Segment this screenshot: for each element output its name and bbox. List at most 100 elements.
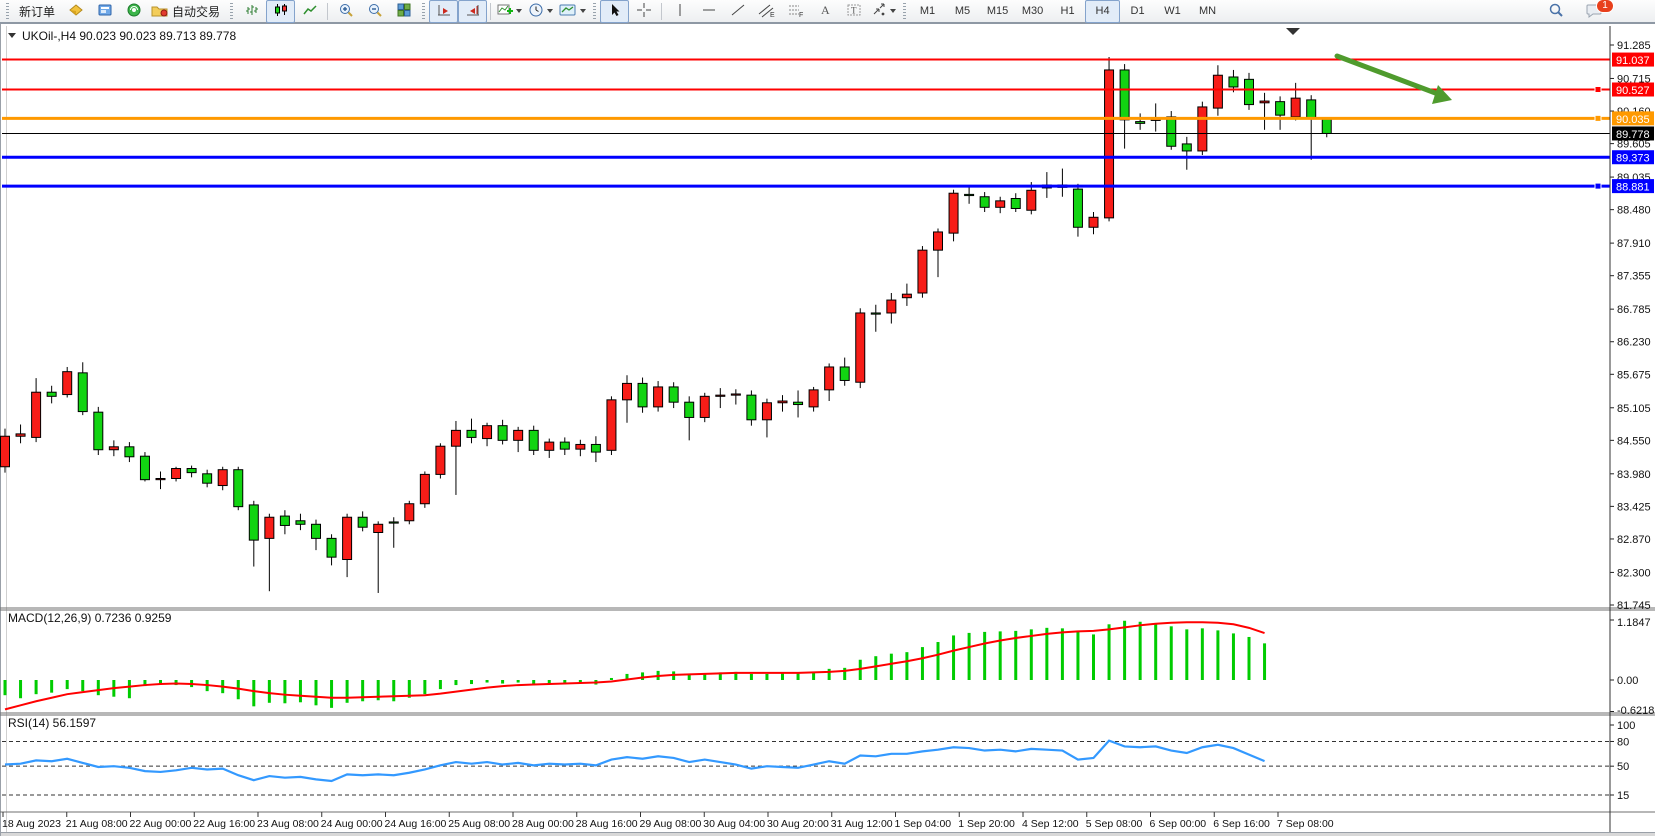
timeframe-button-h1[interactable]: H1: [1060, 5, 1075, 17]
hline-handle[interactable]: [1594, 85, 1602, 93]
market-watch-button[interactable]: [61, 0, 90, 23]
trendline-tool-button[interactable]: [723, 0, 752, 23]
macd-scale-label: -0.6218: [1617, 705, 1654, 717]
price-tick-label: 83.980: [1617, 469, 1651, 481]
periods-button[interactable]: [525, 0, 556, 23]
toolbar-right-group: 1: [1541, 0, 1614, 23]
macd-panel[interactable]: MACD(12,26,9) 0.7236 0.9259 1.1847 0.00 -0.…: [3, 611, 1655, 717]
timeframe-button-m30[interactable]: M30: [1021, 5, 1044, 17]
rsi-scale-label: 80: [1617, 736, 1629, 748]
hline-handle[interactable]: [1594, 114, 1602, 122]
signals-button[interactable]: [119, 0, 148, 23]
price-badge: 90.527: [1616, 85, 1650, 97]
chart-shift-button[interactable]: [458, 0, 488, 23]
equidistant-channel-tool-button[interactable]: E: [752, 0, 781, 23]
fibonacci-tool-button[interactable]: F: [781, 0, 810, 23]
auto-scroll-icon: [436, 2, 452, 21]
candlestick-chart-icon: [273, 2, 289, 21]
time-axis-label: 29 Aug 08:00: [640, 818, 702, 830]
horizontal-line-objects[interactable]: [2, 58, 1610, 190]
candlestick-chart-button[interactable]: [266, 0, 296, 23]
time-axis-label: 31 Aug 12:00: [831, 818, 893, 830]
zoom-out-icon: [367, 2, 383, 21]
arrows-tool-button[interactable]: [868, 0, 899, 23]
time-axis[interactable]: 18 Aug 2023 21 Aug 08:00 22 Aug 00:00 22 Au…: [2, 26, 1611, 832]
zoom-in-button[interactable]: [331, 0, 360, 23]
text-label-tool-button[interactable]: T: [839, 0, 868, 23]
cursor-button[interactable]: [600, 0, 630, 23]
price-tick-label: 89.605: [1617, 139, 1651, 151]
price-tick-label: 87.910: [1617, 238, 1651, 250]
auto-scroll-button[interactable]: [429, 0, 459, 23]
timeframe-group: M1 M5 M15 M30 H1 H4 D1 W1 MN: [910, 0, 1225, 23]
price-axis[interactable]: 91.28590.71590.16089.60589.03588.48087.9…: [1610, 40, 1651, 612]
toolbar-drag-handle[interactable]: [593, 3, 597, 19]
price-tick-label: 91.285: [1617, 40, 1651, 52]
signals-icon: [126, 2, 142, 21]
macd-scale-label: 1.1847: [1617, 617, 1651, 629]
horizontal-line-icon: [701, 2, 717, 21]
price-tick-label: 82.300: [1617, 567, 1651, 579]
templates-button[interactable]: [556, 0, 589, 23]
price-tick-label: 82.870: [1617, 534, 1651, 546]
zoom-out-button[interactable]: [360, 0, 389, 23]
time-axis-label: 28 Aug 16:00: [576, 818, 638, 830]
new-order-label: 新订单: [19, 4, 56, 19]
data-window-button[interactable]: [90, 0, 119, 23]
candlesticks[interactable]: [0, 57, 1332, 593]
toolbar-drag-handle[interactable]: [422, 3, 426, 19]
vertical-line-tool-button[interactable]: [665, 0, 694, 23]
price-tick-label: 81.745: [1617, 600, 1651, 612]
price-tick-label: 84.550: [1617, 435, 1651, 447]
timeframe-button-h4[interactable]: H4: [1085, 0, 1121, 23]
time-axis-label: 25 Aug 08:00: [448, 818, 510, 830]
timeframe-button-m1[interactable]: M1: [919, 5, 936, 17]
main-toolbar: 新订单 自动交易: [0, 0, 1655, 24]
rsi-panel[interactable]: RSI(14) 56.1597 100 80 50 15: [2, 716, 1635, 802]
market-watch-icon: [68, 2, 84, 21]
rsi-scale-label: 100: [1617, 720, 1635, 732]
hline-handle[interactable]: [1594, 182, 1602, 190]
time-axis-label: 1 Sep 04:00: [895, 818, 952, 830]
notification-count-badge: 1: [1596, 0, 1614, 13]
horizontal-line-tool-button[interactable]: [694, 0, 723, 23]
fibonacci-icon: F: [787, 2, 805, 21]
timeframe-button-mn[interactable]: MN: [1198, 5, 1217, 17]
price-tick-label: 87.355: [1617, 271, 1651, 283]
text-tool-icon: A: [817, 2, 833, 21]
chevron-down-icon: [547, 9, 554, 13]
toolbar-drag-handle[interactable]: [230, 3, 234, 19]
tile-windows-button[interactable]: [389, 0, 418, 23]
notifications-button[interactable]: 1: [1580, 0, 1614, 23]
rsi-scale-label: 50: [1617, 761, 1629, 773]
new-order-button[interactable]: 新订单: [13, 0, 61, 23]
search-button[interactable]: [1541, 0, 1570, 23]
timeframe-button-w1[interactable]: W1: [1164, 5, 1181, 17]
autotrading-button[interactable]: 自动交易: [148, 0, 226, 23]
line-chart-button[interactable]: [295, 0, 324, 23]
price-badge: 90.035: [1616, 114, 1650, 126]
time-axis-label: 28 Aug 00:00: [512, 818, 574, 830]
text-tool-button[interactable]: A: [810, 0, 839, 23]
bar-chart-button[interactable]: [237, 0, 266, 23]
timeframe-button-m15[interactable]: M15: [986, 5, 1009, 17]
macd-label: MACD(12,26,9) 0.7236 0.9259: [8, 611, 172, 625]
trend-arrow-annotation[interactable]: [1334, 53, 1452, 104]
one-click-trading-toggle[interactable]: [8, 33, 16, 38]
timeframe-button-d1[interactable]: D1: [1130, 5, 1145, 17]
toolbar-drag-handle[interactable]: [6, 3, 9, 19]
toolbar-drag-handle[interactable]: [903, 3, 907, 19]
toolbar-separator: [490, 2, 492, 20]
price-tick-label: 86.230: [1617, 337, 1651, 349]
crosshair-button[interactable]: [629, 0, 658, 23]
price-badges: 91.037 90.527 90.035 89.778 89.373 88.881: [1612, 52, 1654, 194]
autotrading-label: 自动交易: [172, 4, 221, 19]
autotrading-icon: [151, 2, 169, 21]
timeframe-button-m5[interactable]: M5: [954, 5, 971, 17]
time-axis-label: 5 Sep 08:00: [1086, 818, 1143, 830]
indicators-button[interactable]: [494, 0, 525, 23]
time-axis-label: 4 Sep 12:00: [1022, 818, 1079, 830]
chart-shift-marker[interactable]: [1286, 28, 1300, 35]
time-axis-label: 30 Aug 20:00: [767, 818, 829, 830]
